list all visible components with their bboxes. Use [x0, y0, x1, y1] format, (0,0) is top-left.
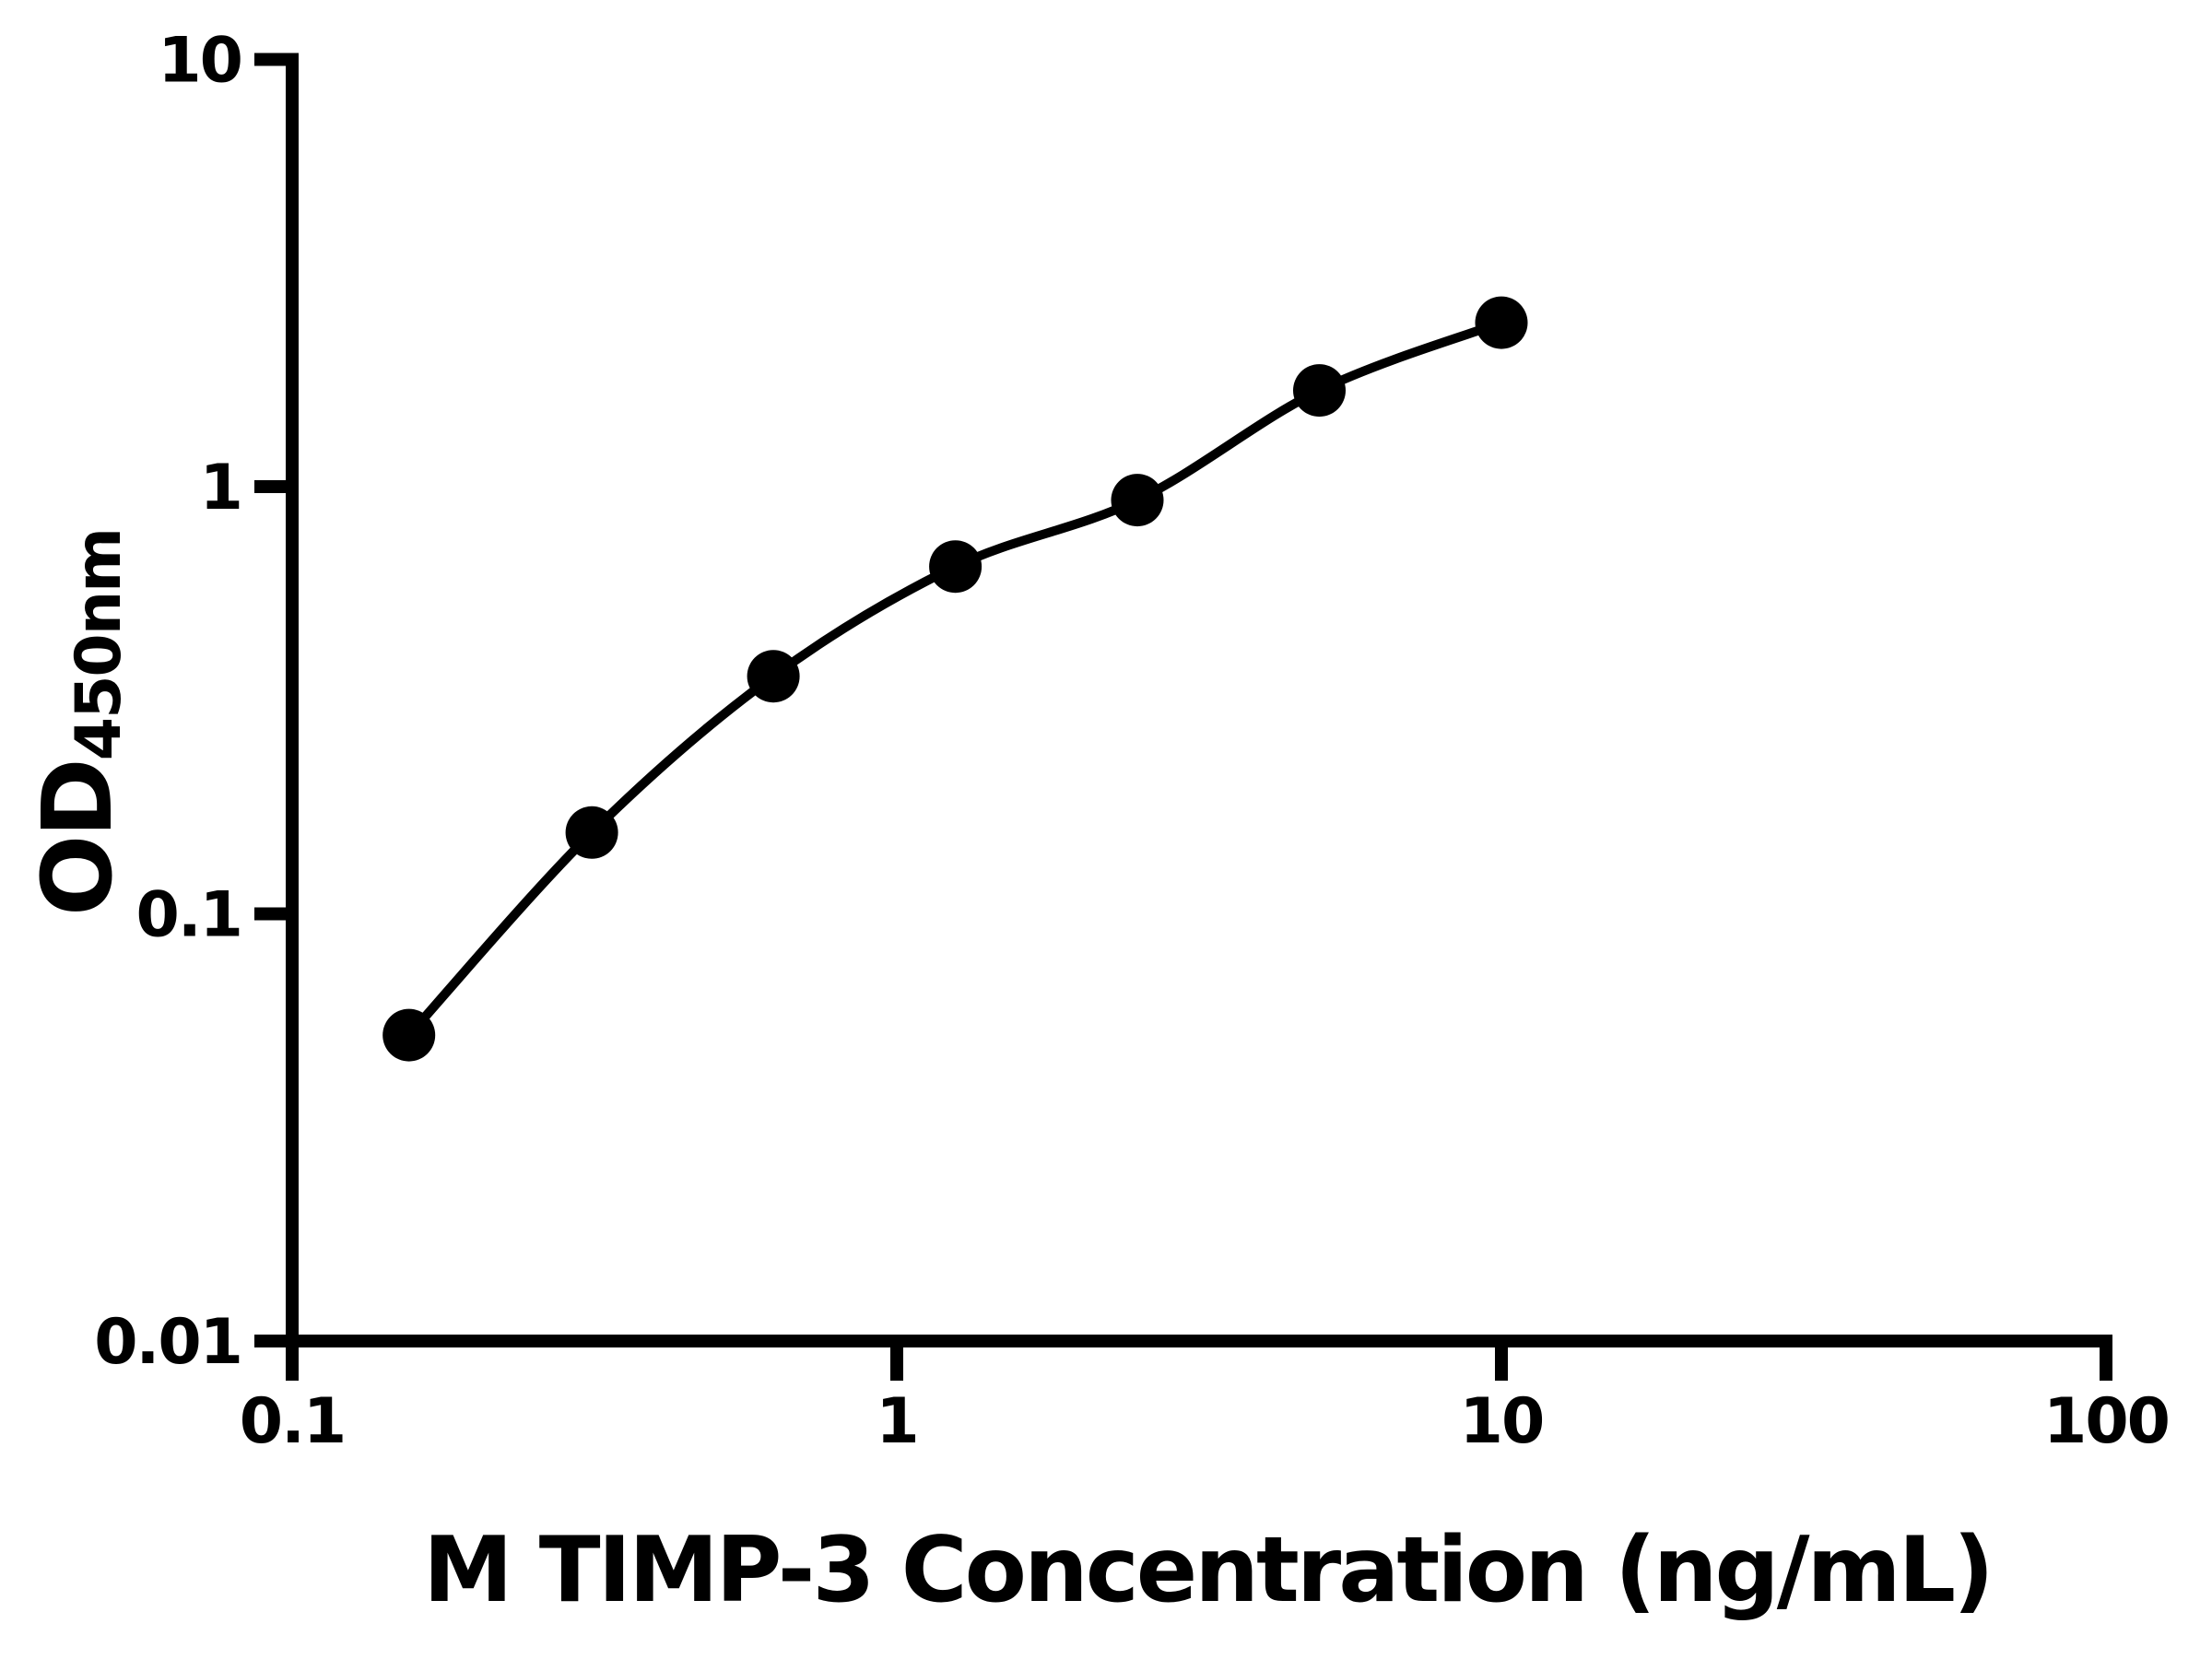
- data-point: [382, 1008, 436, 1062]
- data-point: [929, 540, 982, 594]
- y-axis-ticks: 10 1 0.1 0.01: [94, 25, 299, 1379]
- data-point: [747, 650, 800, 703]
- x-axis-ticks: 0.1 1 10 100: [240, 1335, 2171, 1458]
- x-tick-label: 0.1: [240, 1385, 345, 1458]
- axes: [279, 54, 2112, 1347]
- y-tick-label: 10: [158, 25, 241, 98]
- y-tick-label: 0.01: [94, 1306, 241, 1379]
- data-point: [1475, 296, 1528, 349]
- data-point: [1111, 474, 1164, 527]
- data-point: [1293, 364, 1346, 418]
- y-axis-title: OD450nm: [21, 529, 135, 916]
- data-point: [565, 806, 618, 859]
- y-axis-title-sub: 450nm: [63, 529, 135, 760]
- y-axis-title-main: OD: [21, 760, 134, 916]
- x-tick-label: 10: [1460, 1385, 1544, 1458]
- data-points: [382, 296, 1528, 1062]
- x-tick-label: 1: [876, 1385, 917, 1458]
- y-tick-label: 0.1: [136, 879, 241, 952]
- x-axis-title: M TIMP-3 Concentration (ng/mL): [423, 1518, 1992, 1623]
- y-tick-label: 1: [200, 452, 241, 524]
- x-tick-label: 100: [2043, 1385, 2169, 1458]
